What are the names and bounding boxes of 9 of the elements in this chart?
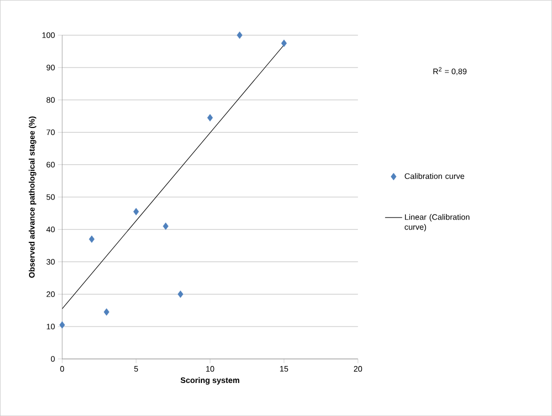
point — [236, 31, 242, 39]
point — [162, 222, 168, 230]
point — [178, 290, 184, 298]
point — [88, 235, 95, 243]
point — [104, 308, 110, 316]
point — [281, 40, 287, 47]
point — [59, 321, 65, 329]
point — [133, 208, 139, 216]
point — [207, 114, 213, 122]
